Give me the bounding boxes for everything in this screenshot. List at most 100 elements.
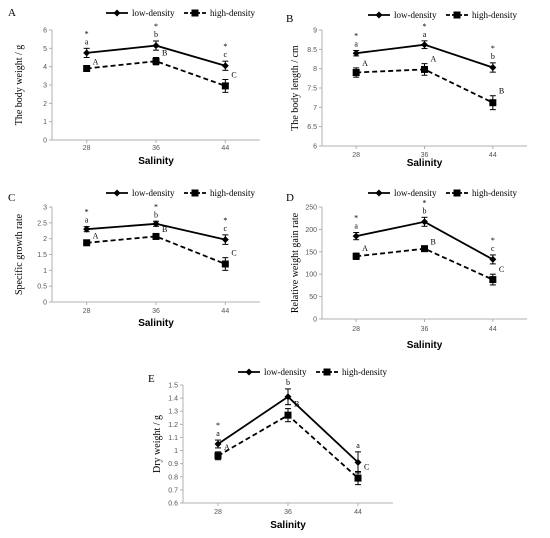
data-label: c — [224, 50, 228, 59]
data-point — [489, 276, 497, 284]
data-label: * — [223, 42, 227, 51]
legend-marker — [245, 368, 253, 376]
data-point — [221, 82, 229, 90]
y-tick-label: 0.7 — [168, 487, 178, 494]
legend-label: high-density — [210, 188, 255, 198]
series-line-high-density — [217, 414, 359, 479]
panel-letter: A — [8, 7, 16, 19]
y-tick-label: 250 — [305, 205, 317, 212]
y-tick-label: 9 — [313, 28, 317, 35]
data-point — [83, 225, 91, 233]
y-tick-label: 3 — [43, 205, 47, 212]
legend-marker — [453, 189, 461, 197]
legend: low-density high-density — [368, 188, 517, 198]
y-tick-label: 1.3 — [168, 409, 178, 416]
y-tick-label: 200 — [305, 227, 317, 234]
data-label: a — [85, 216, 89, 225]
y-axis-label: Dry weight / g — [152, 415, 163, 473]
x-tick-label: 44 — [221, 145, 229, 152]
y-tick-label: 1.5 — [168, 383, 178, 390]
data-label: * — [85, 208, 89, 217]
x-tick-label: 44 — [489, 152, 497, 159]
y-tick-label: 1.2 — [168, 422, 178, 429]
chart-panel-c: C 0 0.5 1 1.5 2 2.5 3 28 36 44 Specific growth rate… — [8, 188, 260, 329]
y-tick-label: 2.5 — [37, 220, 47, 227]
legend: low-density high-density — [106, 188, 255, 198]
series-low-density: a*b*c* — [352, 198, 497, 265]
series-low-density: a*b*c* — [83, 202, 229, 245]
y-tick-label: 0.6 — [168, 501, 178, 508]
legend-label: high-density — [472, 10, 517, 20]
data-point — [284, 411, 292, 419]
x-tick-label: 28 — [352, 326, 360, 333]
x-axis-label: Salinity — [270, 520, 306, 531]
data-label: C — [231, 71, 236, 80]
data-label: a — [354, 222, 358, 231]
data-point — [221, 260, 229, 268]
legend-marker — [453, 11, 461, 19]
series-high-density: A A B — [352, 55, 504, 111]
data-point — [352, 49, 360, 57]
y-tick-label: 8.5 — [307, 47, 317, 54]
data-point — [152, 232, 160, 240]
data-point — [214, 452, 222, 460]
y-tick-label: 6.5 — [307, 124, 317, 131]
series-line-high-density — [356, 247, 494, 281]
data-point — [489, 64, 497, 72]
y-axis-label: Relative weight gain rate — [290, 212, 301, 313]
legend: low-density high-density — [238, 367, 387, 377]
y-tick-label: 0.9 — [168, 461, 178, 468]
data-label: a — [216, 429, 220, 438]
data-label: * — [223, 216, 227, 225]
y-tick-label: 0 — [43, 138, 47, 145]
data-label: b — [286, 378, 290, 387]
x-tick-label: 28 — [352, 152, 360, 159]
y-tick-label: 1.4 — [168, 396, 178, 403]
data-label: B — [499, 87, 504, 96]
x-tick-label: 44 — [489, 326, 497, 333]
data-label: * — [354, 214, 358, 223]
legend-marker — [375, 189, 383, 197]
legend-label: low-density — [394, 188, 437, 198]
data-label: B — [294, 400, 299, 409]
y-tick-label: 100 — [305, 272, 317, 279]
data-point — [83, 239, 91, 247]
data-label: b — [154, 210, 158, 219]
data-label: a — [356, 441, 360, 450]
data-label: b — [491, 52, 495, 61]
series-line-high-density — [86, 235, 226, 265]
y-tick-label: 1 — [43, 119, 47, 126]
data-label: A — [93, 231, 99, 240]
data-label: * — [216, 421, 220, 430]
y-tick-label: 0 — [43, 300, 47, 307]
data-point — [354, 474, 362, 482]
data-point — [214, 440, 222, 448]
series-high-density: A B C — [83, 225, 237, 271]
data-label: c — [491, 244, 495, 253]
data-point — [489, 255, 497, 263]
data-point — [152, 220, 160, 228]
data-point — [421, 41, 428, 49]
data-label: b — [423, 206, 427, 215]
y-tick-label: 2 — [43, 101, 47, 108]
data-label: B — [162, 225, 167, 234]
series-low-density: a*b*c* — [83, 22, 229, 71]
data-label: A — [431, 55, 437, 64]
y-tick-label: 5 — [43, 46, 47, 53]
data-label: * — [85, 29, 89, 38]
data-label: * — [491, 236, 495, 245]
data-point — [152, 57, 160, 65]
data-point — [221, 62, 229, 70]
chart-panel-d: D 0 50 100 150 200 250 28 36 44 Relative weight ga… — [286, 188, 527, 351]
legend-marker — [323, 368, 331, 376]
y-tick-label: 6 — [43, 28, 47, 35]
x-axis-label: Salinity — [407, 340, 443, 351]
y-tick-label: 4 — [43, 64, 47, 71]
data-label: C — [231, 249, 236, 258]
data-label: a — [85, 37, 89, 46]
y-tick-label: 1.1 — [168, 435, 178, 442]
series-low-density: a* a*b* — [352, 22, 497, 73]
x-tick-label: 44 — [221, 308, 229, 315]
data-point — [489, 99, 497, 107]
